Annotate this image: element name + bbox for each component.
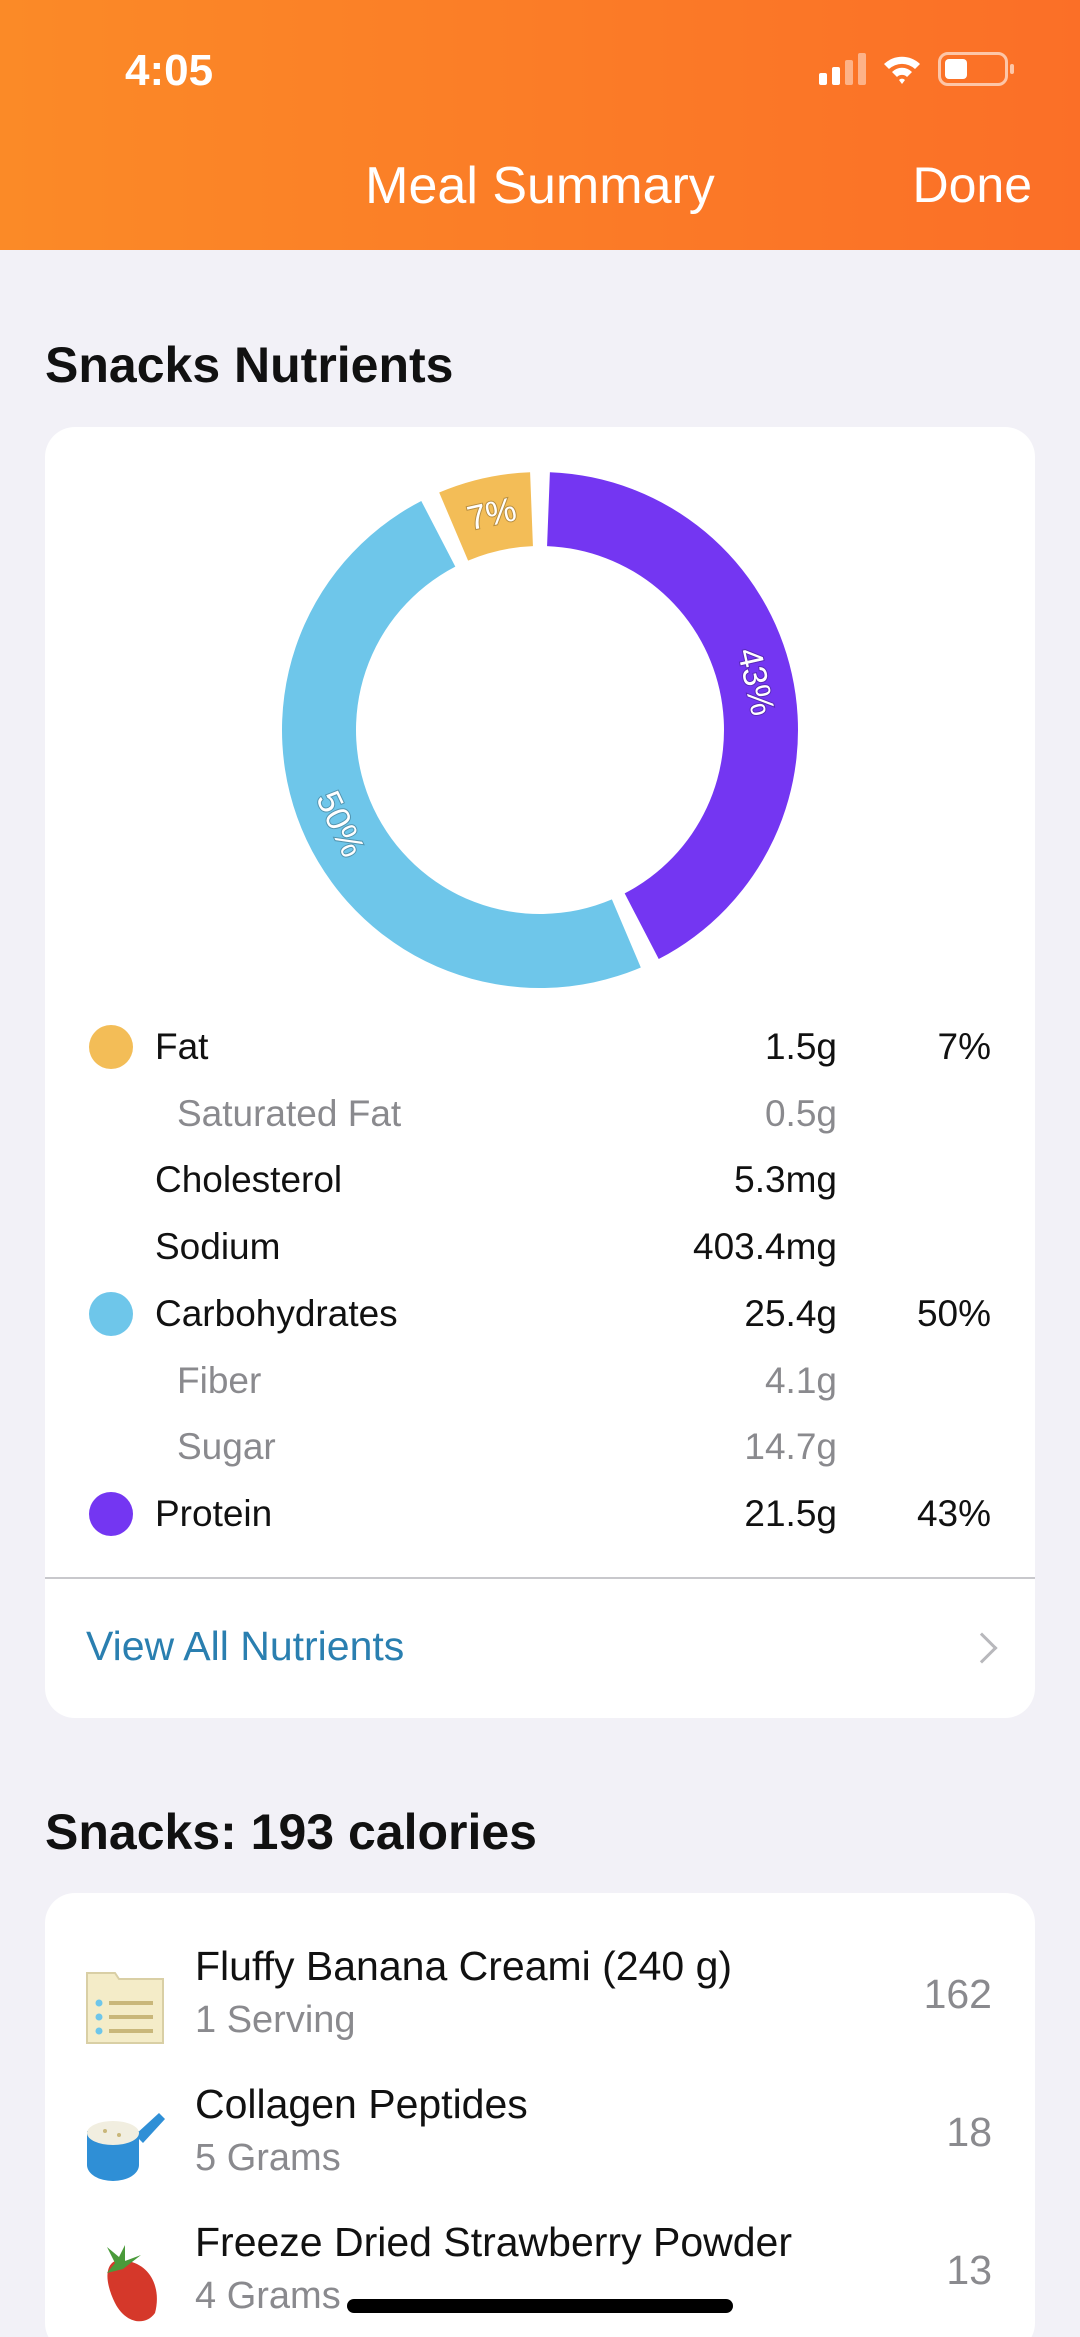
nutrients-card: 43% 50% 7% Fat 1.5g 7% Saturated Fat 0.5g Chole… <box>45 427 1035 1718</box>
view-all-nutrients-label: View All Nutrients <box>86 1623 405 1669</box>
nutrient-label: Sodium <box>155 1226 281 1268</box>
nutrient-row: Protein 21.5g 43% <box>45 1481 1035 1547</box>
done-button[interactable]: Done <box>912 157 1032 213</box>
food-calories: 13 <box>946 2247 992 2293</box>
nutrient-label: Cholesterol <box>155 1159 343 1201</box>
nutrient-label: Sugar <box>177 1426 276 1468</box>
food-name: Fluffy Banana Creami (240 g) <box>195 1943 733 1989</box>
food-item[interactable]: Freeze Dried Strawberry Powder 4 Grams 1… <box>45 2219 1035 2337</box>
food-quantity: 1 Serving <box>195 1999 356 2041</box>
recipe-card-icon <box>86 1972 164 2044</box>
legend-color-dot <box>89 1025 133 1069</box>
food-quantity: 4 Grams <box>195 2275 341 2317</box>
food-name: Collagen Peptides <box>195 2081 528 2127</box>
nutrient-value: 1.5g <box>764 1026 837 1067</box>
nutrient-label: Protein <box>155 1492 273 1534</box>
nutrient-label: Fat <box>155 1026 209 1067</box>
home-indicator[interactable] <box>347 2299 733 2313</box>
divider <box>45 1577 1035 1579</box>
strawberry-icon <box>107 2245 157 2322</box>
status-icons <box>819 52 1014 86</box>
macro-donut-chart: 43%50%7% <box>281 472 799 989</box>
food-name: Freeze Dried Strawberry Powder <box>195 2219 792 2265</box>
foods-card: Fluffy Banana Creami (240 g) 1 Serving 1… <box>45 1893 1035 2337</box>
nutrient-row: Sugar 14.7g <box>45 1414 1035 1480</box>
page-title: Meal Summary <box>365 157 715 215</box>
nutrient-value: 14.7g <box>744 1426 837 1468</box>
status-time: 4:05 <box>125 46 214 95</box>
nutrient-row: Cholesterol 5.3mg <box>45 1147 1035 1213</box>
donut-slice-protein <box>547 472 799 960</box>
legend-color-dot <box>89 1291 133 1336</box>
donut-slice-fat <box>439 472 533 561</box>
powder-scoop-icon <box>87 2113 165 2181</box>
legend-color-dot <box>89 1491 133 1536</box>
nutrient-value: 21.5g <box>744 1492 837 1534</box>
nutrients-section-title: Snacks Nutrients <box>45 337 454 393</box>
nutrient-value: 4.1g <box>764 1359 837 1401</box>
nutrient-row: Saturated Fat 0.5g <box>45 1081 1035 1147</box>
food-quantity: 5 Grams <box>195 2137 341 2179</box>
nutrient-value: 5.3mg <box>734 1159 837 1201</box>
navigation-header: 4:05 Meal Summary Done <box>0 0 1080 250</box>
nutrient-row: Carbohydrates 25.4g 50% <box>45 1281 1035 1347</box>
food-item[interactable]: Fluffy Banana Creami (240 g) 1 Serving 1… <box>45 1943 1035 2083</box>
battery-icon <box>938 52 1014 86</box>
nutrient-value: 25.4g <box>744 1292 837 1334</box>
food-item[interactable]: Collagen Peptides 5 Grams 18 <box>45 2081 1035 2221</box>
nutrient-label: Carbohydrates <box>155 1292 398 1334</box>
chevron-right-icon <box>966 1632 998 1664</box>
food-calories: 18 <box>946 2109 992 2155</box>
donut-slice-carbohydrates <box>281 500 641 989</box>
nutrient-percent: 7% <box>937 1026 991 1067</box>
nutrient-percent: 50% <box>916 1292 991 1334</box>
wifi-icon <box>884 56 920 84</box>
nutrient-label: Fiber <box>177 1359 262 1401</box>
nutrient-row: Fat 1.5g 7% <box>45 1014 1035 1080</box>
food-calories: 162 <box>923 1971 992 2017</box>
view-all-nutrients-button[interactable]: View All Nutrients <box>45 1579 1035 1718</box>
nutrient-row: Fiber 4.1g <box>45 1348 1035 1414</box>
nutrient-value: 0.5g <box>764 1092 837 1134</box>
foods-section-title: Snacks: 193 calories <box>45 1804 537 1860</box>
nutrient-row: Sodium 403.4mg <box>45 1214 1035 1280</box>
nutrient-label: Saturated Fat <box>177 1092 402 1134</box>
cellular-signal-icon <box>819 53 866 85</box>
nutrient-value: 403.4mg <box>693 1226 837 1268</box>
nutrient-percent: 43% <box>916 1492 991 1534</box>
